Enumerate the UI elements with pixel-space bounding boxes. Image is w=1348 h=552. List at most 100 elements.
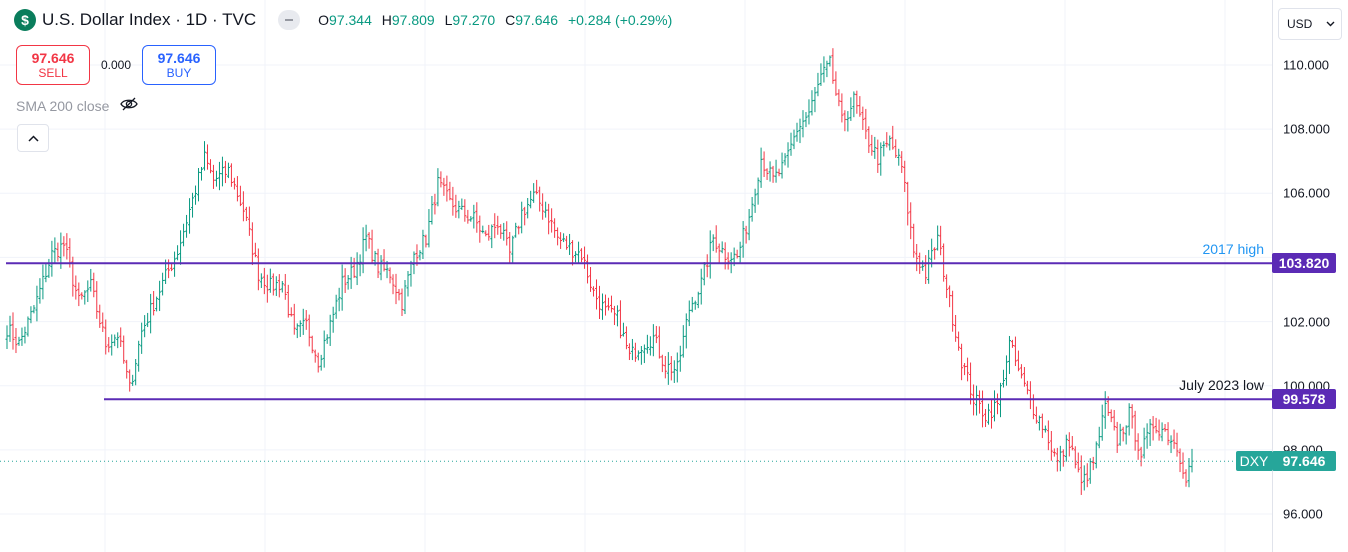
- price-chart[interactable]: [0, 0, 1272, 552]
- ohlc-bar: [463, 199, 467, 222]
- ohlc-bar: [349, 256, 353, 289]
- low-value: 97.270: [452, 12, 496, 28]
- ohlc-bar: [119, 327, 123, 347]
- ohlc-bar: [735, 249, 739, 259]
- ohlc-bar: [505, 221, 509, 246]
- ohlc-bar: [852, 91, 856, 118]
- ohlc-bar: [879, 142, 883, 176]
- ohlc-bar: [286, 284, 290, 318]
- ohlc-bar: [927, 249, 931, 284]
- ohlc-bar: [379, 255, 383, 281]
- ohlc-bar: [1037, 415, 1041, 431]
- symbol-title[interactable]: U.S. Dollar Index · 1D · TVC: [42, 10, 257, 29]
- ohlc-bar: [454, 194, 458, 218]
- ohlc-bar: [738, 241, 742, 263]
- ohlc-bar: [89, 268, 93, 292]
- price-tick-label: 96.000: [1283, 506, 1323, 522]
- price-tick-label: 106.000: [1283, 185, 1330, 201]
- ohlc-bar: [1103, 391, 1107, 429]
- ohlc-bar: [241, 191, 245, 222]
- ohlc-bar: [292, 303, 296, 335]
- currency-select[interactable]: USD: [1278, 8, 1342, 40]
- ohlc-bar: [813, 86, 817, 113]
- ohlc-bar: [1136, 433, 1140, 460]
- ohlc-bar: [1052, 448, 1056, 457]
- ohlc-bar: [217, 161, 221, 191]
- ohlc-bar: [1154, 417, 1158, 434]
- ohlc-bar: [8, 315, 12, 342]
- ohlc-bar: [960, 343, 964, 381]
- ohlc-bar: [523, 206, 527, 226]
- ohlc-bar: [855, 90, 859, 114]
- ohlc-bar: [499, 224, 503, 239]
- ohlc-bar: [798, 118, 802, 144]
- ohlc-bar: [699, 268, 703, 305]
- ohlc-bar: [208, 159, 212, 174]
- ohlc-bar: [1115, 421, 1119, 453]
- ohlc-bar: [1088, 458, 1092, 484]
- ohlc-bar: [720, 241, 724, 254]
- ohlc-bar: [1034, 406, 1038, 424]
- ohlc-bar: [95, 281, 99, 319]
- ohlc-bar: [508, 231, 512, 264]
- ohlc-bar: [322, 330, 326, 368]
- ohlc-bar: [1097, 426, 1101, 449]
- ohlc-bar: [1175, 432, 1179, 457]
- ohlc-bar: [1127, 403, 1131, 436]
- open-value: 97.344: [329, 12, 372, 28]
- ohlc-bar: [995, 393, 999, 415]
- ohlc-bar: [343, 268, 347, 294]
- ohlc-bar: [361, 227, 365, 274]
- ohlc-bar: [1190, 448, 1194, 473]
- ohlc-bar: [298, 320, 302, 337]
- ohlc-bar: [391, 274, 395, 295]
- indicator-legend[interactable]: SMA 200 close: [16, 96, 139, 115]
- ohlc-bar: [125, 359, 129, 379]
- ohlc-bar: [801, 110, 805, 138]
- ohlc-bar: [529, 190, 533, 209]
- ohlc-bar: [858, 96, 862, 117]
- ohlc-bar: [654, 325, 658, 344]
- ohlc-bar: [678, 345, 682, 372]
- legend-toggle-button[interactable]: [278, 10, 301, 30]
- ohlc-bar: [954, 315, 958, 342]
- line-label-2017-high: 2017 high: [1202, 241, 1264, 258]
- eye-off-icon[interactable]: [119, 96, 139, 115]
- ohlc-bar: [876, 139, 880, 173]
- ohlc-bar: [645, 334, 649, 354]
- ohlc-bar: [47, 258, 51, 278]
- ohlc-bar: [514, 222, 518, 238]
- ohlc-bar: [630, 338, 634, 361]
- ohlc-bar: [247, 206, 251, 236]
- ohlc-bar: [53, 237, 57, 263]
- ohlc-bar: [397, 288, 401, 301]
- ohlc-bar: [789, 132, 793, 156]
- ohlc-bar: [155, 296, 159, 312]
- ohlc-bar: [936, 225, 940, 251]
- ohlc-bar: [1178, 448, 1182, 473]
- ohlc-bar: [627, 343, 631, 361]
- ohlc-bar: [828, 55, 832, 67]
- ohlc-bar: [340, 264, 344, 311]
- buy-button[interactable]: 97.646 BUY: [142, 45, 216, 85]
- ohlc-bar: [14, 328, 18, 354]
- collapse-legend-button[interactable]: [17, 124, 49, 152]
- ohlc-bar: [1079, 455, 1083, 495]
- ohlc-bar: [367, 232, 371, 249]
- ohlc-bar: [358, 254, 362, 277]
- ohlc-bar: [262, 267, 266, 295]
- ohlc-bar: [107, 337, 111, 353]
- ohlc-bar: [1109, 409, 1113, 423]
- ohlc-bar: [442, 177, 446, 196]
- ohlc-bar: [675, 352, 679, 383]
- ohlc-bar: [1016, 350, 1020, 372]
- price-tick-label: 102.000: [1283, 314, 1330, 330]
- close-value: 97.646: [515, 12, 559, 28]
- ohlc-bar: [26, 316, 30, 337]
- ohlc-bar: [1049, 430, 1053, 461]
- ohlc-bar: [205, 144, 209, 170]
- ohlc-bar: [921, 260, 925, 271]
- ohlc-bar: [586, 254, 590, 284]
- sell-button[interactable]: 97.646 SELL: [16, 45, 90, 85]
- ohlc-bar: [62, 236, 66, 257]
